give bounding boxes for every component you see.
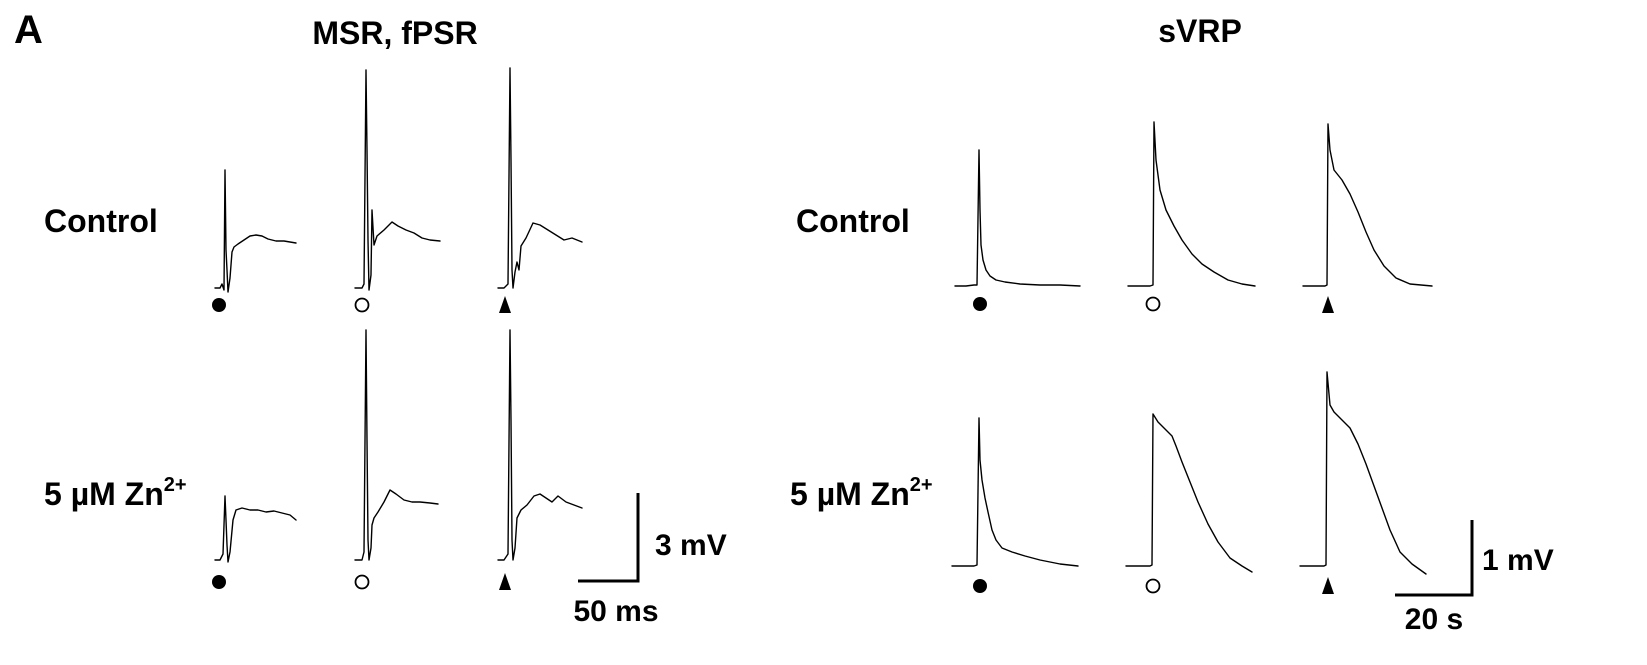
row-label-zn-left-sup: 2+ — [164, 474, 187, 496]
open-circle-marker — [1145, 578, 1161, 594]
msr-trace-control-1 — [214, 169, 297, 293]
panel-letter: A — [14, 8, 43, 52]
right-scale-horizontal-label: 20 s — [1405, 603, 1463, 636]
msr-trace-zn-3 — [497, 329, 583, 561]
right-title: sVRP — [1158, 13, 1242, 49]
filled-triangle-marker — [1322, 296, 1334, 313]
row-label-zn-right: 5 µM Zn2+ — [790, 474, 933, 512]
msr-trace-zn-2 — [354, 329, 439, 561]
row-label-control-right: Control — [796, 203, 910, 239]
filled-circle-marker — [973, 579, 987, 593]
svrp-trace-control-3 — [1302, 123, 1433, 287]
msr-trace-zn-1 — [214, 495, 297, 563]
open-circle-marker — [1145, 296, 1161, 312]
filled-circle-marker — [973, 297, 987, 311]
filled-triangle-marker — [499, 573, 511, 590]
filled-triangle-marker — [1322, 577, 1334, 594]
right-scale-bar — [1395, 520, 1474, 597]
left-title: MSR, fPSR — [312, 15, 477, 51]
right-scale-vertical-label: 1 mV — [1482, 544, 1554, 577]
row-label-zn-left-text: 5 µM Zn — [44, 476, 164, 512]
svrp-trace-zn-1 — [951, 417, 1079, 567]
svrp-trace-control-1 — [954, 149, 1081, 287]
open-circle-marker — [354, 297, 370, 313]
left-scale-bar — [578, 493, 640, 583]
filled-triangle-marker — [499, 296, 511, 313]
svrp-trace-zn-2 — [1125, 413, 1253, 573]
row-label-zn-right-text: 5 µM Zn — [790, 476, 910, 512]
filled-circle-marker — [212, 298, 226, 312]
left-scale-horizontal-label: 50 ms — [573, 595, 658, 628]
left-scale-vertical-label: 3 mV — [655, 529, 727, 562]
open-circle-marker — [354, 574, 370, 590]
filled-circle-marker — [212, 575, 226, 589]
row-label-zn-right-sup: 2+ — [910, 474, 933, 496]
row-label-zn-left: 5 µM Zn2+ — [44, 474, 187, 512]
svrp-trace-zn-3 — [1299, 371, 1427, 575]
svrp-trace-control-2 — [1127, 121, 1256, 287]
row-label-control-left: Control — [44, 203, 158, 239]
msr-trace-control-3 — [497, 67, 583, 289]
msr-trace-control-2 — [354, 69, 441, 291]
